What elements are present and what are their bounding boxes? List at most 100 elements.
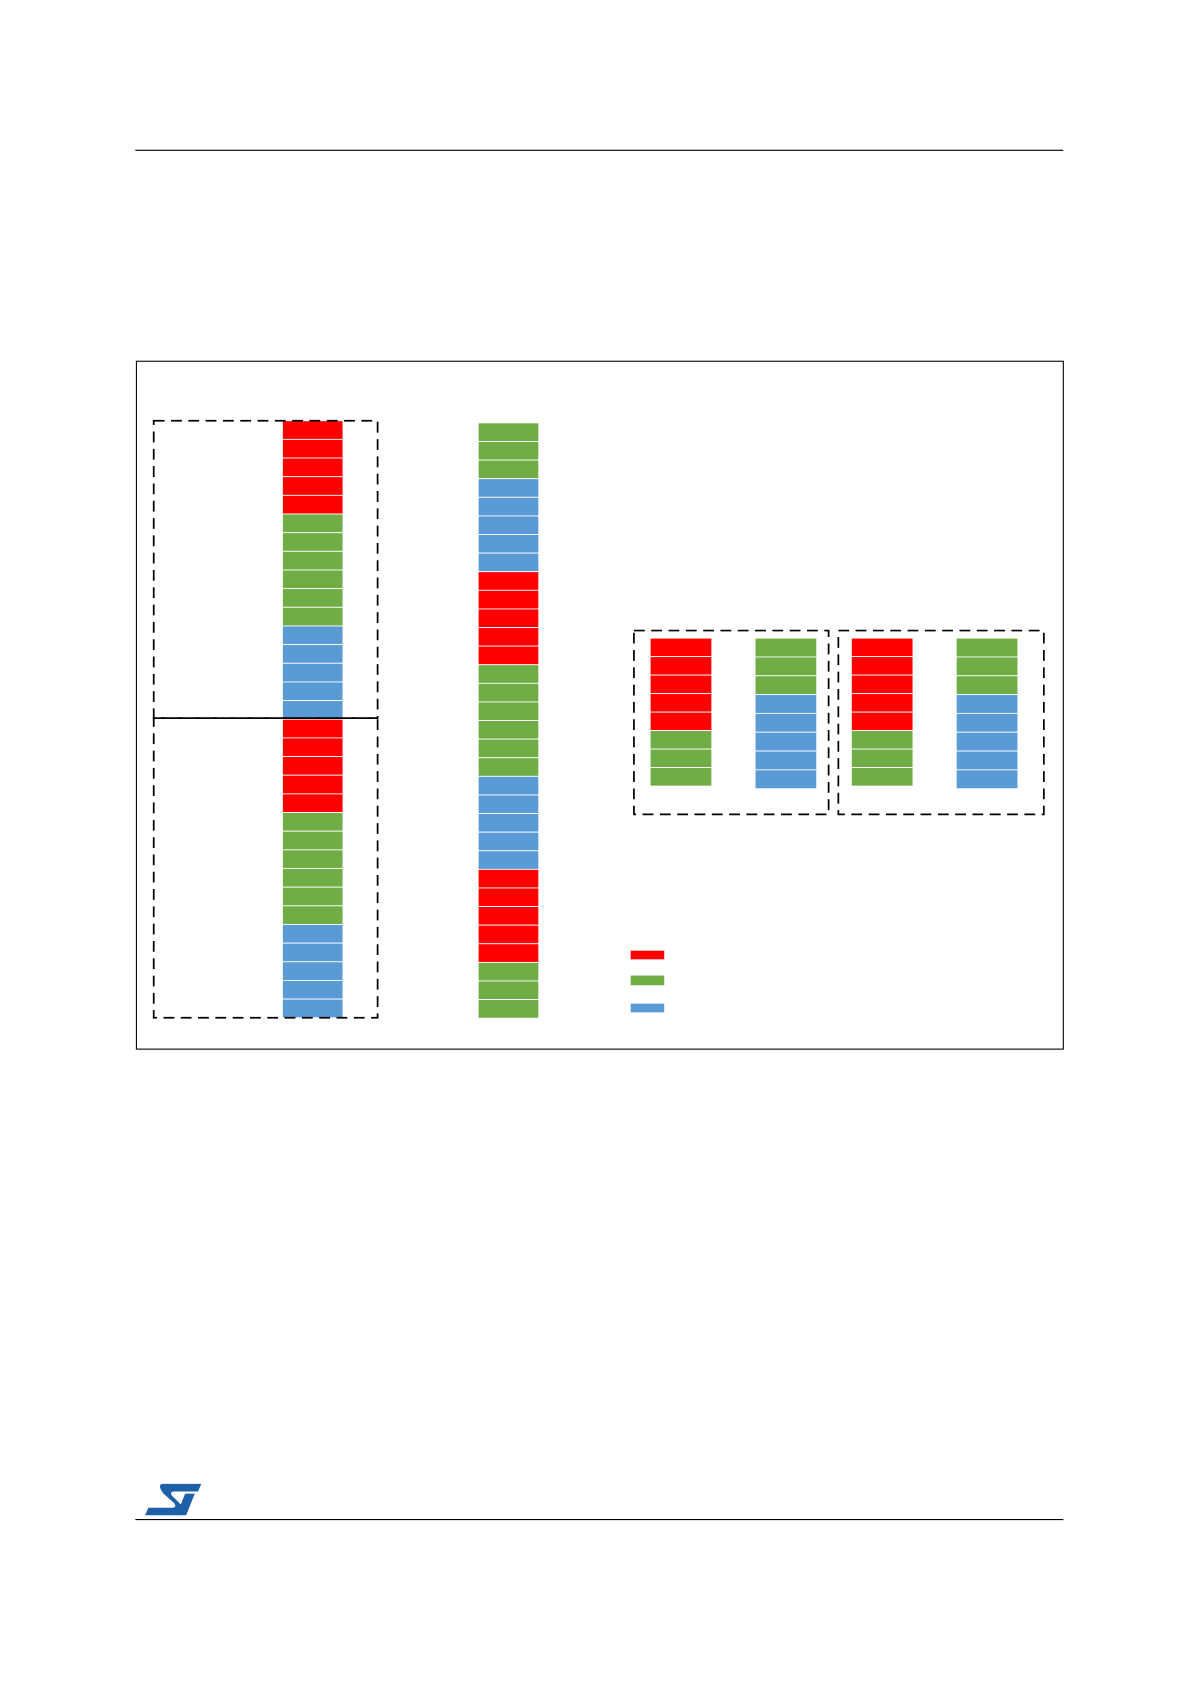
memory-cell — [754, 637, 818, 658]
legend-swatch — [630, 975, 665, 986]
memory-cell — [477, 664, 540, 684]
memory-cell — [281, 700, 344, 720]
memory-cell — [955, 637, 1019, 658]
memory-cell — [281, 774, 344, 795]
memory-cell — [754, 675, 818, 696]
memory-cell — [281, 830, 344, 851]
memory-cell — [281, 420, 344, 440]
memory-cell — [477, 794, 540, 814]
memory-cell — [850, 748, 914, 769]
memory-cell — [281, 868, 344, 888]
legend-swatch — [630, 950, 665, 960]
memory-cell — [477, 831, 540, 852]
memory-cell — [281, 625, 344, 646]
memory-cell — [281, 961, 344, 981]
memory-cell — [955, 769, 1019, 790]
memory-cell — [850, 674, 914, 695]
memory-cell — [754, 694, 818, 714]
memory-cell — [281, 812, 344, 832]
memory-cell — [477, 496, 540, 517]
memory-cell — [281, 513, 344, 534]
memory-cell — [477, 441, 540, 461]
memory-cell — [281, 681, 344, 702]
memory-cell — [955, 712, 1019, 733]
memory-cell — [281, 550, 344, 571]
memory-cell — [477, 850, 540, 870]
memory-cell — [281, 662, 344, 683]
memory-cell — [477, 999, 540, 1019]
memory-cell — [281, 457, 344, 478]
memory-cell — [477, 738, 540, 759]
memory-cell — [649, 693, 713, 713]
memory-cell — [281, 588, 344, 608]
memory-cell — [649, 730, 713, 750]
memory-cell — [281, 644, 344, 664]
memory-cell — [281, 886, 344, 907]
memory-cell — [477, 608, 540, 628]
memory-columns — [281, 420, 1019, 1019]
memory-cell — [754, 769, 818, 790]
memory-cell — [281, 606, 344, 627]
memory-cell — [649, 767, 713, 787]
dashed-group — [152, 717, 379, 1019]
memory-cell — [649, 656, 713, 676]
st-logo — [145, 1483, 202, 1516]
memory-cell — [649, 748, 713, 769]
memory-cell — [477, 552, 540, 573]
dashed-group — [152, 419, 379, 720]
memory-cell — [850, 693, 914, 713]
memory-cell — [477, 682, 540, 703]
memory-cell — [477, 627, 540, 647]
memory-cell — [850, 637, 914, 658]
memory-cell — [850, 730, 914, 750]
memory-cell — [281, 998, 344, 1019]
memory-cell — [850, 711, 914, 732]
memory-cell — [477, 980, 540, 1001]
memory-cell — [281, 532, 344, 552]
legend-swatch — [630, 1003, 665, 1013]
memory-cell — [281, 476, 344, 496]
figure-frame — [135, 360, 1064, 1050]
memory-cell — [477, 422, 540, 442]
memory-cell — [477, 943, 540, 963]
memory-cell — [477, 459, 540, 480]
memory-cell — [477, 720, 540, 740]
memory-cell — [477, 924, 540, 945]
memory-cell — [477, 906, 540, 926]
memory-cell — [281, 924, 344, 944]
memory-cell — [649, 637, 713, 658]
memory-cell — [754, 750, 818, 771]
memory-cell — [477, 515, 540, 535]
memory-cell — [955, 694, 1019, 714]
memory-cell — [281, 849, 344, 869]
memory-cell — [477, 961, 540, 982]
memory-cell — [477, 887, 540, 908]
memory-cell — [649, 674, 713, 695]
dashed-group — [837, 629, 1045, 816]
memory-cell — [754, 731, 818, 752]
memory-cell — [281, 756, 344, 776]
memory-cell — [281, 569, 344, 590]
memory-cell — [850, 656, 914, 676]
memory-cell — [281, 793, 344, 813]
memory-cell — [281, 980, 344, 1000]
memory-cell — [955, 750, 1019, 771]
memory-cell — [477, 534, 540, 554]
memory-cell — [477, 571, 540, 591]
dashed-group — [633, 629, 830, 816]
memory-cell — [281, 718, 344, 739]
memory-cell — [477, 775, 540, 796]
memory-cell — [281, 494, 344, 515]
memory-cell — [477, 589, 540, 610]
memory-cell — [955, 675, 1019, 696]
memory-cell — [955, 656, 1019, 677]
memory-cell — [955, 731, 1019, 752]
memory-cell — [754, 656, 818, 677]
memory-cell — [477, 868, 540, 889]
memory-cell — [850, 767, 914, 787]
memory-cell — [754, 712, 818, 733]
logo-s — [145, 1483, 202, 1516]
memory-cell — [477, 813, 540, 833]
